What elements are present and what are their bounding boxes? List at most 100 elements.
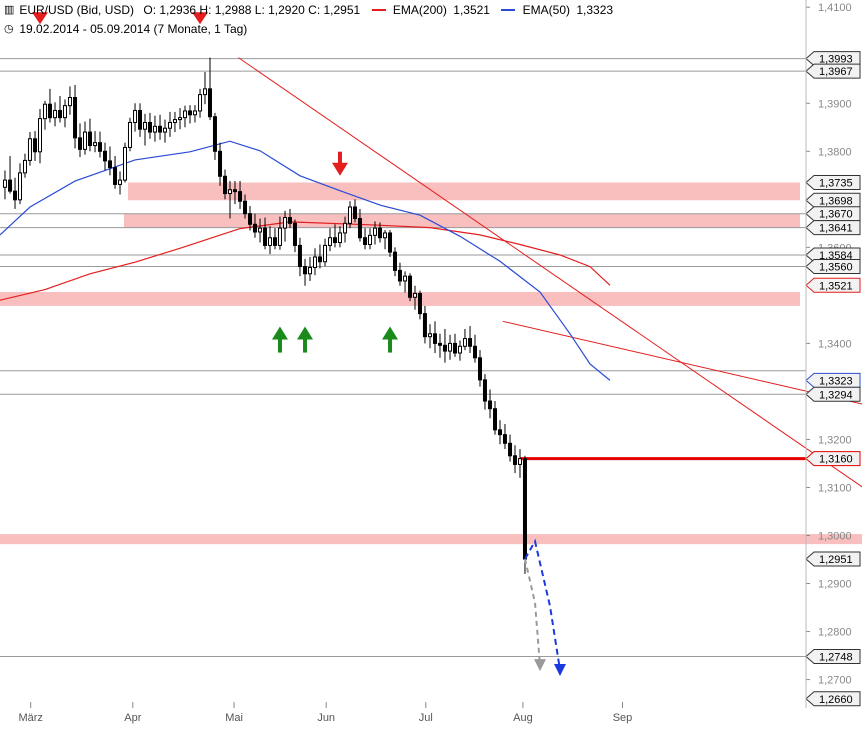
level-label: 1,3521 bbox=[805, 277, 861, 293]
candle-body bbox=[198, 94, 203, 112]
x-tick-label: Jun bbox=[317, 712, 335, 724]
candle-body bbox=[482, 379, 487, 402]
level-label-text: 1,3584 bbox=[819, 250, 853, 262]
ohlc-values: O: 1,2936 H: 1,2988 L: 1,2920 C: 1,2951 bbox=[143, 2, 361, 17]
candle-body bbox=[147, 121, 152, 133]
down-arrow-icon bbox=[32, 12, 49, 25]
candle-body bbox=[27, 138, 32, 161]
level-label-text: 1,3735 bbox=[819, 178, 853, 190]
x-tick-label: Sep bbox=[613, 712, 633, 724]
x-tick-label: März bbox=[18, 712, 42, 724]
level-label: 1,3160 bbox=[805, 451, 861, 467]
candle-body bbox=[522, 458, 527, 560]
candle-body bbox=[448, 342, 453, 352]
candle-body bbox=[493, 408, 498, 431]
candle-body bbox=[297, 244, 302, 268]
candle-body bbox=[62, 105, 67, 119]
candle-body bbox=[98, 142, 103, 152]
ema200-value: 1,3521 bbox=[453, 2, 490, 17]
candle-body bbox=[252, 223, 257, 233]
y-tick-label: 1,3900 bbox=[818, 98, 852, 110]
candle-body bbox=[163, 127, 168, 133]
ema50-value: 1,3323 bbox=[576, 2, 614, 17]
candle-body bbox=[42, 103, 47, 120]
candle-body bbox=[33, 138, 38, 153]
candle-body bbox=[428, 333, 433, 338]
up-arrow-shaft bbox=[303, 338, 308, 353]
candle-body bbox=[508, 442, 513, 457]
candle-body bbox=[138, 109, 143, 130]
level-label-box bbox=[805, 372, 861, 388]
candle-body bbox=[517, 458, 522, 465]
ema200-swatch bbox=[371, 8, 386, 11]
y-tick-label: 1,4100 bbox=[818, 2, 852, 14]
x-tick-label: Aug bbox=[513, 712, 533, 724]
y-tick-label: 1,2700 bbox=[818, 675, 852, 687]
candle-body bbox=[413, 292, 417, 298]
level-label-text: 1,3993 bbox=[819, 54, 853, 66]
level-label-box bbox=[805, 192, 861, 208]
candle-body bbox=[312, 256, 317, 269]
candle-body bbox=[317, 256, 322, 263]
candle-body bbox=[8, 179, 13, 192]
candle-body bbox=[58, 109, 63, 119]
candle-body bbox=[78, 137, 83, 150]
level-label-text: 1,3967 bbox=[819, 66, 853, 78]
trend-line bbox=[238, 57, 862, 488]
candle-body bbox=[67, 96, 72, 107]
candle-body bbox=[357, 218, 362, 239]
level-label: 1,3294 bbox=[805, 386, 861, 402]
candle-body bbox=[283, 217, 288, 229]
ema200-line bbox=[0, 221, 611, 301]
candle-body bbox=[187, 110, 192, 116]
level-label-text: 1,3670 bbox=[819, 209, 853, 221]
candle-body bbox=[113, 167, 118, 185]
level-label-box bbox=[805, 551, 861, 567]
candle-body bbox=[377, 227, 382, 239]
candle-body bbox=[178, 117, 183, 121]
resistance-zone bbox=[128, 182, 800, 201]
y-tick-label: 1,2800 bbox=[818, 627, 852, 639]
candle-body bbox=[388, 232, 393, 253]
candle-body bbox=[513, 455, 518, 465]
level-label-text: 1,3160 bbox=[819, 454, 853, 466]
candle-body bbox=[2, 179, 7, 188]
candle-body bbox=[107, 160, 112, 169]
projection-blue bbox=[524, 538, 561, 671]
candle-body bbox=[247, 213, 252, 225]
candle-body bbox=[328, 237, 333, 246]
candle-body bbox=[82, 131, 87, 150]
level-label-box bbox=[805, 451, 861, 467]
candle-body bbox=[227, 189, 232, 195]
candle-body bbox=[383, 232, 388, 239]
level-label-text: 1,3560 bbox=[819, 262, 853, 274]
candle-body bbox=[238, 191, 243, 202]
level-label-box bbox=[805, 175, 861, 191]
level-label: 1,3967 bbox=[805, 63, 861, 79]
candle-body bbox=[343, 222, 348, 234]
level-label-text: 1,3323 bbox=[819, 375, 853, 387]
candle-body bbox=[158, 125, 163, 133]
ohlc-header: ▥ EUR/USD (Bid, USD) O: 1,2936 H: 1,2988… bbox=[4, 2, 613, 17]
candle-body bbox=[417, 292, 422, 315]
candle-body bbox=[468, 338, 473, 347]
candle-body bbox=[87, 131, 92, 147]
level-label: 1,3323 bbox=[805, 372, 861, 388]
candle-body bbox=[267, 237, 272, 246]
x-tick-label: Jul bbox=[419, 712, 433, 724]
level-label-text: 1,3294 bbox=[819, 389, 853, 401]
candle-body bbox=[473, 345, 478, 359]
resistance-zone bbox=[124, 213, 800, 228]
up-arrow-shaft bbox=[388, 338, 393, 353]
candle-body bbox=[47, 103, 52, 119]
candle-body bbox=[263, 227, 268, 246]
candle-body bbox=[232, 189, 237, 193]
down-arrow-icon bbox=[192, 12, 209, 25]
candle-body bbox=[183, 110, 188, 119]
candle-body bbox=[422, 313, 427, 338]
candle-body bbox=[308, 267, 313, 275]
level-label-box bbox=[805, 63, 861, 79]
candle-body bbox=[118, 179, 123, 185]
candle-body bbox=[352, 206, 357, 220]
candle-body bbox=[277, 227, 282, 246]
